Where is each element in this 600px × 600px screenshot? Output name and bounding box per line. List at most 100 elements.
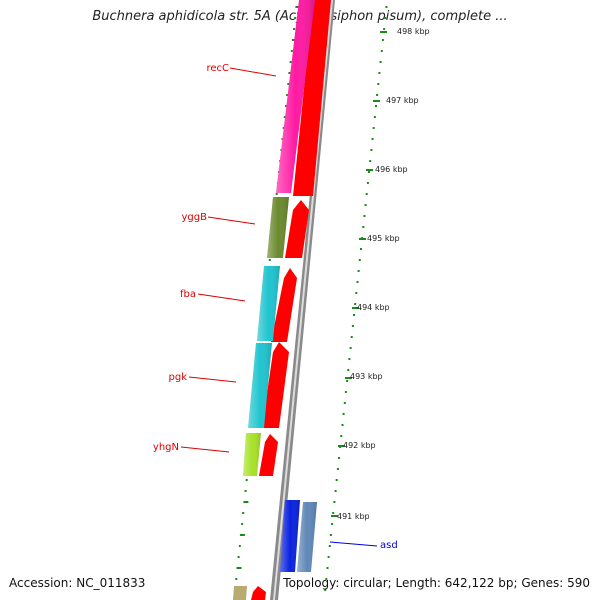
gc-tick <box>356 281 359 283</box>
gc-tick <box>242 512 245 514</box>
gc-tick <box>332 512 335 514</box>
ruler-label: 493 kbp <box>350 372 383 381</box>
gc-tick <box>354 303 357 305</box>
gc-tick <box>340 435 343 437</box>
gc-tick <box>351 325 354 327</box>
cds-arrow[interactable] <box>271 268 297 342</box>
gc-tick <box>293 28 296 30</box>
gc-tick <box>384 17 387 19</box>
gc-tick <box>338 457 340 459</box>
gc-tick <box>287 83 290 85</box>
genome-summary: Topology: circular; Length: 642,122 bp; … <box>283 576 590 590</box>
gc-tick <box>363 215 366 217</box>
ruler-label: 497 kbp <box>386 96 419 105</box>
gc-tick <box>294 17 297 19</box>
gc-tick <box>245 479 248 481</box>
gc-tick <box>327 556 330 558</box>
gc-tick <box>364 204 367 206</box>
gc-tick <box>341 424 344 426</box>
gc-tick <box>289 61 292 63</box>
gc-tick <box>346 380 349 382</box>
gc-tick <box>342 413 345 415</box>
gc-tick <box>383 28 386 30</box>
gc-tick <box>373 116 376 118</box>
accession-text: Accession: NC_011833 <box>9 576 146 590</box>
gc-tick <box>243 501 249 503</box>
gc-tick <box>368 171 370 173</box>
gc-tick <box>355 292 358 294</box>
gc-tick <box>241 523 244 525</box>
ruler-label: 495 kbp <box>367 234 400 243</box>
gc-tick <box>376 94 379 96</box>
gc-tick <box>370 149 373 151</box>
gc-tick <box>329 534 332 536</box>
gc-tick <box>283 116 286 118</box>
gc-tick <box>235 578 238 580</box>
gc-tick <box>349 347 352 349</box>
cds-arrow[interactable] <box>262 342 289 428</box>
gc-tick <box>286 94 289 96</box>
gc-tick <box>379 61 382 63</box>
gc-tick <box>378 72 381 74</box>
gc-tick <box>347 369 350 371</box>
gene-label: asd <box>380 540 398 551</box>
gc-tick <box>326 567 329 569</box>
gc-tick <box>237 556 240 558</box>
gc-tick <box>290 50 293 52</box>
gene-label: yggB <box>182 212 208 223</box>
cds-arrow[interactable] <box>259 434 278 476</box>
cds-track <box>251 0 331 600</box>
gc-tick <box>362 226 365 228</box>
gene-label: recC <box>206 63 229 74</box>
gene-label: yhgN <box>153 442 179 453</box>
gc-tick <box>238 545 241 547</box>
ruler-label: 498 kbp <box>397 27 430 36</box>
ruler: 491 kbp 492 kbp 493 kbp 494 kbp 495 kbp … <box>331 27 430 521</box>
ruler-label: 491 kbp <box>337 512 370 521</box>
gene-feature[interactable] <box>233 586 247 600</box>
gc-tick <box>377 83 380 85</box>
gc-tick <box>369 160 372 162</box>
gc-tick <box>350 336 353 338</box>
gc-tick <box>381 39 384 41</box>
gc-tick <box>328 545 331 547</box>
ruler-label: 492 kbp <box>343 441 376 450</box>
gc-tick <box>325 578 328 580</box>
gc-tick <box>334 490 337 492</box>
gc-tick <box>324 589 327 591</box>
gc-tick <box>268 259 271 261</box>
ruler-label: 496 kbp <box>375 165 408 174</box>
backbone-highlight <box>273 0 333 600</box>
ruler-label: 494 kbp <box>357 303 390 312</box>
gc-tick <box>331 523 334 525</box>
gc-tick <box>365 193 368 195</box>
gene-label: pgk <box>169 372 188 383</box>
gene-label: fba <box>180 289 196 300</box>
gc-tick <box>244 490 247 492</box>
gc-tick <box>358 259 361 261</box>
cds-arrow[interactable] <box>285 200 309 258</box>
gc-tick <box>371 138 374 140</box>
gc-tick <box>343 402 346 404</box>
gc-tick <box>239 534 245 536</box>
gc-tick <box>353 314 355 316</box>
gc-tick <box>366 182 369 184</box>
cds-arrow[interactable] <box>293 0 331 196</box>
gc-tick <box>344 391 347 393</box>
gc-tick <box>295 6 301 8</box>
cds-arrow[interactable] <box>251 586 266 600</box>
gc-tick <box>275 193 278 195</box>
gc-tick <box>236 567 242 569</box>
gc-tick <box>372 127 375 129</box>
gc-tick <box>380 50 383 52</box>
gc-tick <box>282 127 285 129</box>
gc-tick <box>360 248 362 250</box>
gc-tick <box>333 501 336 503</box>
gc-tick <box>348 358 351 360</box>
gc-tick <box>335 479 338 481</box>
gc-tick <box>375 105 377 107</box>
gc-tick <box>357 270 360 272</box>
gc-tick <box>385 6 388 8</box>
gc-tick <box>336 468 339 470</box>
